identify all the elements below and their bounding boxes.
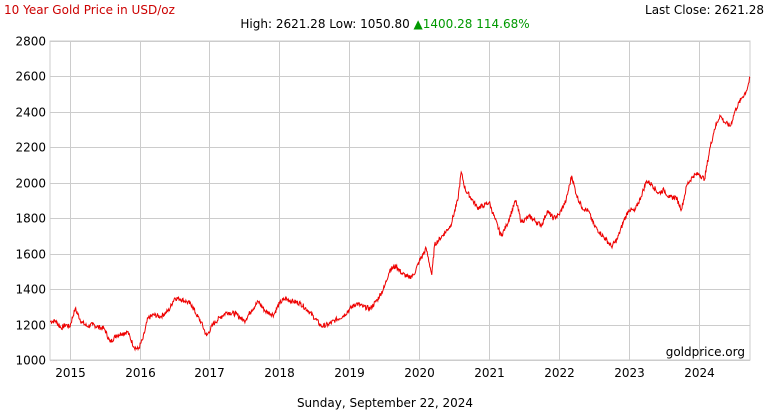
y-tick-label: 2600 <box>15 70 46 84</box>
x-tick-label: 2021 <box>474 366 505 380</box>
y-tick-label: 1600 <box>15 248 46 262</box>
last-close-label: Last Close: 2621.28 <box>645 3 764 17</box>
x-tick-label: 2017 <box>194 366 225 380</box>
x-gridlines <box>70 41 700 360</box>
price-stats: High: 2621.28 Low: 1050.80 ▲1400.28 114.… <box>0 17 770 31</box>
y-tick-label: 2000 <box>15 177 46 191</box>
up-arrow-icon: ▲ <box>413 17 423 31</box>
change-text: 1400.28 114.68% <box>422 17 530 31</box>
gold-price-line <box>50 76 751 352</box>
y-tick-label: 1400 <box>15 283 46 297</box>
y-tick-label: 2800 <box>15 35 46 49</box>
chart-title: 10 Year Gold Price in USD/oz <box>4 3 175 17</box>
plot-area-frame <box>49 40 751 361</box>
x-tick-labels: 2015 2016 2017 2018 2019 2020 2021 2022 2023 2024 <box>55 366 715 380</box>
x-tick-label: 2016 <box>125 366 156 380</box>
y-tick-label: 1800 <box>15 212 46 226</box>
x-tick-label: 2018 <box>264 366 295 380</box>
x-tick-label: 2023 <box>614 366 645 380</box>
y-tick-label: 2200 <box>15 141 46 155</box>
high-low-text: High: 2621.28 Low: 1050.80 <box>240 17 414 31</box>
x-tick-label: 2024 <box>684 366 715 380</box>
x-tick-label: 2015 <box>55 366 86 380</box>
x-tick-label: 2019 <box>334 366 365 380</box>
y-tick-label: 1000 <box>15 354 46 368</box>
source-label: goldprice.org <box>666 345 745 359</box>
x-tick-label: 2022 <box>544 366 575 380</box>
y-tick-labels: 1000 1200 1400 1600 1800 2000 2200 2400 2600 2800 <box>15 35 46 368</box>
y-tick-label: 1200 <box>15 319 46 333</box>
y-tick-label: 2400 <box>15 106 46 120</box>
x-tick-label: 2020 <box>404 366 435 380</box>
date-caption: Sunday, September 22, 2024 <box>296 396 474 410</box>
